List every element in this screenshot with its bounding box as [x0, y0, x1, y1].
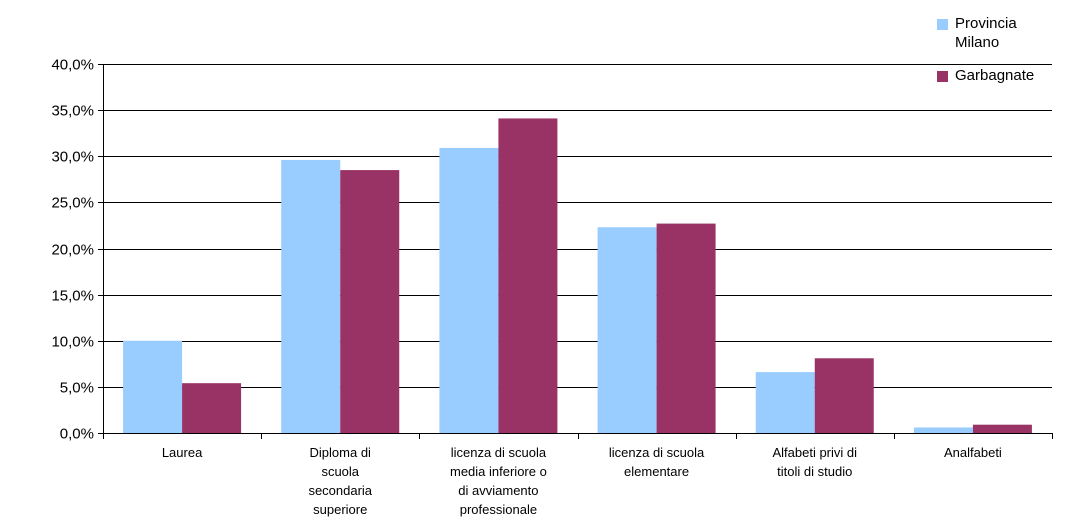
gridlines [103, 64, 1052, 388]
y-tick-label: 35,0% [51, 103, 94, 120]
bar [439, 147, 499, 433]
category-labels: Laurea Diploma di scuola secondaria superior… [162, 445, 1002, 517]
x-category-label: Diploma di scuola secondaria superiore [308, 445, 372, 517]
y-tick-labels: 0,0% 5,0% 10,0% 15,0% 20,0% 25,0% 30,0% 35,0% 40… [51, 57, 94, 443]
legend-swatch [937, 19, 948, 30]
legend-label: Garbagnate [955, 67, 1034, 84]
legend: Provincia Milano Garbagnate [937, 15, 1034, 84]
y-tick-label: 25,0% [51, 195, 94, 212]
legend-swatch [937, 71, 948, 82]
x-category-label: licenza di scuola elementare [609, 445, 705, 479]
bar [340, 170, 400, 433]
bar [755, 372, 815, 433]
y-tick-label: 15,0% [51, 288, 94, 305]
y-tick-label: 10,0% [51, 334, 94, 351]
x-category-label: licenza di scuola media inferiore o di avv… [450, 445, 547, 517]
y-tick-label: 40,0% [51, 57, 94, 74]
bar [182, 383, 242, 433]
bar [281, 159, 341, 433]
y-tick-label: 5,0% [60, 380, 94, 397]
bar [498, 118, 558, 434]
axes [98, 64, 1053, 439]
y-tick-label: 0,0% [60, 426, 94, 443]
x-category-label: Analfabeti [944, 445, 1002, 460]
legend-label: Provincia Milano [955, 15, 1017, 51]
y-tick-label: 30,0% [51, 149, 94, 166]
x-category-label: Alfabeti privi di titoli di studio [772, 445, 857, 479]
y-tick-label: 20,0% [51, 242, 94, 259]
bar [814, 358, 874, 433]
bar [656, 223, 716, 433]
x-category-label: Laurea [162, 445, 203, 460]
bar [913, 427, 973, 433]
bar [597, 227, 657, 433]
bar [972, 424, 1032, 433]
bar [123, 340, 183, 433]
bars [123, 118, 1032, 434]
